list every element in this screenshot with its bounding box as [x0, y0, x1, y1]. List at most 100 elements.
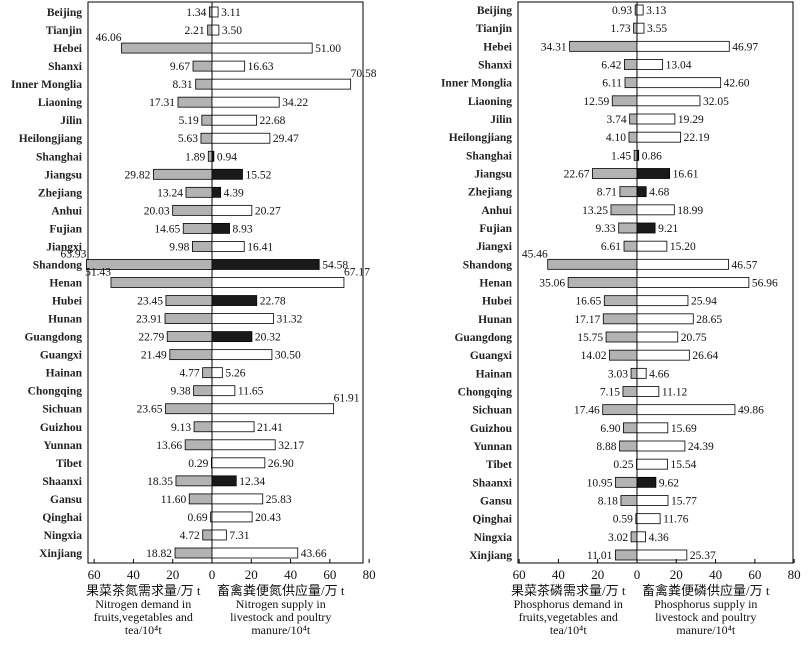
phosphorus-supply-value-beijing: 3.13 — [646, 5, 666, 17]
nitrogen-demand-bar-shanxi — [192, 60, 213, 72]
nitrogen-supply-value-jiangsu: 15.52 — [245, 169, 271, 181]
nitrogen-demand-value-shandong: 63.93 — [61, 248, 87, 260]
nitrogen-province-label-shanghai: Shanghai — [36, 151, 83, 163]
phosphorus-province-label-henan: Henan — [479, 278, 512, 290]
phosphorus-province-label-jilin: Jilin — [490, 114, 512, 126]
nitrogen-province-label-hunan: Hunan — [48, 314, 82, 326]
phosphorus-province-label-hunan: Hunan — [478, 314, 512, 326]
phosphorus-supply-bar-fujian — [636, 222, 656, 234]
nitrogen-demand-bar-jiangxi — [191, 241, 213, 252]
nitrogen-demand-value-shaanxi: 18.35 — [147, 476, 173, 488]
phosphorus-demand-value-ningxia: 3.02 — [608, 532, 628, 544]
phosphorus-supply-value-shandong: 46.57 — [731, 259, 757, 271]
nitrogen-demand-value-henan: 51.43 — [85, 267, 111, 279]
phosphorus-demand-bar-inner-monglia — [624, 77, 638, 89]
nitrogen-supply-value-anhui: 20.27 — [255, 205, 281, 217]
phosphorus-province-label-xinjiang: Xinjiang — [469, 550, 512, 562]
nitrogen-demand-value-gansu: 11.60 — [161, 494, 187, 506]
nitrogen-demand-value-beijing: 1.34 — [186, 7, 206, 19]
phosphorus-demand-value-chongqing: 7.15 — [600, 387, 620, 399]
phosphorus-demand-value-jiangsu: 22.67 — [564, 169, 590, 181]
nitrogen-demand-value-ningxia: 4.72 — [180, 530, 200, 542]
nitrogen-demand-bar-sichuan — [165, 403, 213, 415]
phosphorus-demand-bar-liaoning — [611, 95, 638, 107]
phosphorus-supply-value-anhui: 18.99 — [677, 205, 703, 217]
phosphorus-province-label-ningxia: Ningxia — [474, 532, 513, 544]
phosphorus-province-label-sichuan: Sichuan — [472, 405, 512, 417]
phosphorus-demand-value-tianjin: 1.73 — [610, 23, 630, 35]
phosphorus-supply-axis-label-line-1: Phosphorus supply in — [654, 597, 757, 611]
phosphorus-supply-bar-anhui — [636, 204, 675, 216]
nitrogen-province-label-beijing: Beijing — [47, 7, 82, 19]
nitrogen-supply-bar-shanghai — [211, 150, 215, 162]
nitrogen-demand-value-zhejiang: 13.24 — [157, 187, 183, 199]
phosphorus-province-label-hainan: Hainan — [476, 368, 513, 380]
phosphorus-plot-frame — [517, 1, 794, 564]
phosphorus-supply-value-zhejiang: 4.68 — [649, 187, 669, 199]
phosphorus-supply-bar-inner-monglia — [636, 77, 722, 89]
nitrogen-supply-value-hunan: 31.32 — [277, 314, 303, 326]
nitrogen-supply-bar-henan — [211, 277, 345, 288]
phosphorus-demand-value-sichuan: 17.46 — [574, 405, 600, 417]
phosphorus-demand-bar-shandong — [547, 258, 638, 270]
phosphorus-demand-bar-ningxia — [630, 531, 638, 543]
phosphorus-demand-value-shaanxi: 10.95 — [587, 477, 613, 489]
nitrogen-supply-bar-beijing — [211, 6, 219, 18]
nitrogen-supply-bar-fujian — [211, 222, 230, 234]
phosphorus-demand-bar-chongqing — [622, 386, 638, 397]
phosphorus-supply-value-sichuan: 49.86 — [738, 405, 764, 417]
phosphorus-supply-value-qinghai: 11.76 — [663, 514, 689, 526]
nitrogen-demand-bar-hebei — [121, 42, 213, 54]
phosphorus-province-label-hubei: Hubei — [482, 296, 513, 308]
phosphorus-supply-value-shanxi: 13.04 — [666, 60, 692, 72]
phosphorus-supply-value-inner-monglia: 42.60 — [724, 78, 750, 90]
phosphorus-demand-value-beijing: 0.93 — [612, 5, 632, 17]
phosphorus-supply-bar-ningxia — [636, 531, 646, 543]
phosphorus-demand-value-hebei: 34.31 — [541, 41, 567, 53]
nitrogen-demand-bar-jilin — [201, 114, 213, 126]
nitrogen-supply-value-shanghai: 0.94 — [217, 151, 237, 163]
phosphorus-demand-bar-fujian — [618, 222, 638, 234]
phosphorus-demand-value-henan: 35.06 — [539, 278, 565, 290]
phosphorus-demand-value-guizhou: 6.90 — [600, 423, 620, 435]
phosphorus-demand-value-tibet: 0.25 — [613, 459, 633, 471]
nitrogen-supply-value-guangxi: 30.50 — [275, 350, 301, 362]
phosphorus-province-label-chongqing: Chongqing — [458, 387, 513, 399]
phosphorus-demand-axis-label-line-2: fruits,vegetables and — [519, 610, 618, 624]
phosphorus-supply-bar-guangdong — [636, 331, 679, 343]
phosphorus-province-label-fujian: Fujian — [479, 223, 512, 235]
nitrogen-supply-bar-hainan — [211, 367, 223, 379]
nitrogen-province-label-qinghai: Qinghai — [42, 512, 82, 524]
nitrogen-demand-bar-shaanxi — [175, 475, 213, 487]
nitrogen-demand-axis-label-line-0: 果菜茶氮需求量/万 t — [86, 583, 201, 598]
phosphorus-province-label-inner-monglia: Inner Monglia — [441, 78, 512, 90]
nitrogen-supply-value-ningxia: 7.31 — [229, 530, 249, 542]
nitrogen-demand-bar-henan — [110, 277, 213, 288]
phosphorus-demand-value-hainan: 3.03 — [608, 368, 628, 380]
phosphorus-supply-value-tibet: 15.54 — [671, 459, 697, 471]
phosphorus-x-tick-label-4: 20 — [670, 567, 683, 582]
nitrogen-supply-value-beijing: 3.11 — [221, 7, 241, 19]
phosphorus-demand-value-hunan: 17.17 — [574, 314, 600, 326]
phosphorus-demand-value-liaoning: 12.59 — [583, 96, 609, 108]
phosphorus-demand-bar-hebei — [569, 40, 638, 52]
phosphorus-demand-axis-label-line-1: Phosphorus demand in — [514, 597, 623, 611]
nitrogen-demand-value-heilongjiang: 5.63 — [178, 133, 198, 145]
nitrogen-province-label-guangdong: Guangdong — [24, 332, 82, 344]
phosphorus-supply-value-jiangxi: 15.20 — [670, 241, 696, 253]
phosphorus-demand-bar-sichuan — [602, 404, 638, 416]
nitrogen-demand-axis-label-line-3: tea/10⁴t — [125, 623, 163, 637]
nitrogen-supply-axis-label-line-0: 畜禽粪便氮供应量/万 t — [217, 583, 345, 598]
nitrogen-supply-axis-label-line-3: manure/10⁴t — [251, 623, 311, 637]
phosphorus-supply-bar-beijing — [636, 4, 644, 16]
nitrogen-demand-value-jiangsu: 29.82 — [125, 169, 151, 181]
phosphorus-supply-value-guangxi: 26.64 — [692, 350, 718, 362]
nitrogen-province-label-jiangxi: Jiangxi — [46, 241, 83, 253]
nitrogen-x-tick-label-6: 60 — [323, 567, 336, 582]
phosphorus-province-label-qinghai: Qinghai — [472, 514, 512, 526]
phosphorus-supply-value-jiangsu: 16.61 — [673, 169, 699, 181]
nitrogen-supply-bar-jiangsu — [211, 168, 243, 180]
nitrogen-demand-bar-fujian — [182, 222, 213, 234]
nitrogen-province-label-gansu: Gansu — [50, 494, 83, 506]
